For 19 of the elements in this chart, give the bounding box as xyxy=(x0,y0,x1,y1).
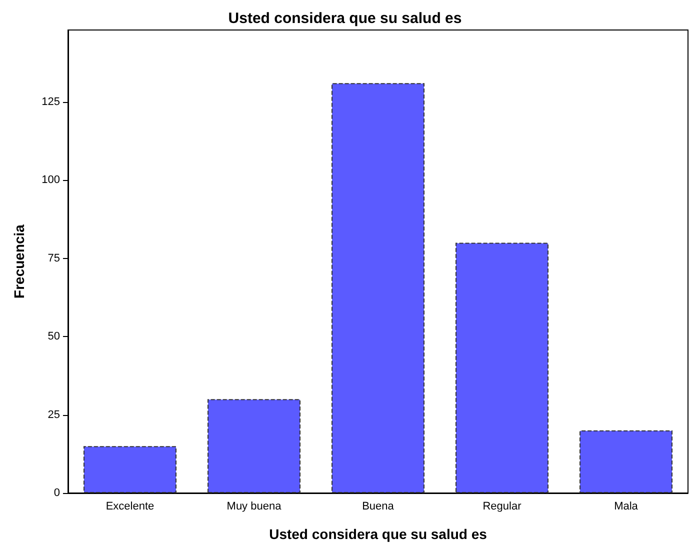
bar xyxy=(580,430,672,493)
bar xyxy=(456,242,548,493)
bar xyxy=(84,446,176,493)
x-tick-label: Mala xyxy=(614,500,639,512)
y-axis-title: Frecuencia xyxy=(11,224,27,298)
x-tick-label: Regular xyxy=(482,500,522,512)
y-tick-label: 50 xyxy=(48,330,60,343)
y-tick-label: 25 xyxy=(48,408,60,421)
chart-title: Usted considera que su salud es xyxy=(228,10,462,27)
y-tick-label: 75 xyxy=(48,252,60,264)
y-tick-label: 100 xyxy=(42,174,60,186)
bar xyxy=(332,83,424,493)
x-tick-label: Muy buena xyxy=(226,500,282,512)
y-tick-label: 0 xyxy=(54,487,60,499)
bar xyxy=(208,399,300,493)
x-tick-label: Buena xyxy=(362,500,395,512)
x-tick-label: Excelente xyxy=(106,500,154,512)
x-axis-title: Usted considera que su salud es xyxy=(269,526,488,542)
y-tick-label: 125 xyxy=(42,96,60,108)
